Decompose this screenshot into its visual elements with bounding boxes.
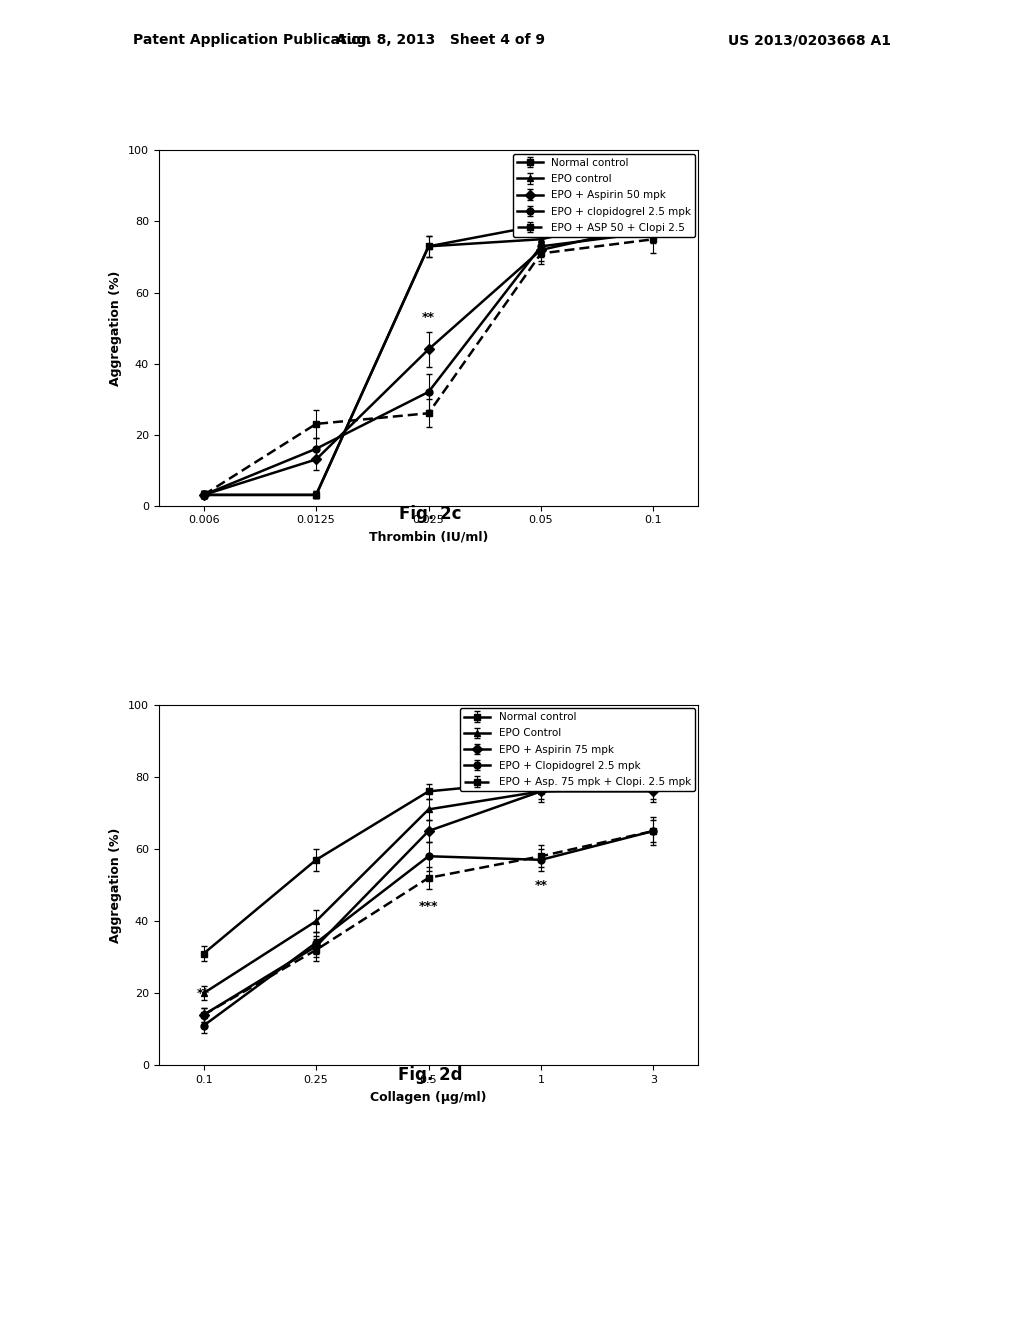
Legend: Normal control, EPO control, EPO + Aspirin 50 mpk, EPO + clopidogrel 2.5 mpk, EP: Normal control, EPO control, EPO + Aspir… — [513, 153, 695, 236]
Y-axis label: Aggregation (%): Aggregation (%) — [110, 828, 123, 942]
X-axis label: Thrombin (IU/ml): Thrombin (IU/ml) — [369, 531, 488, 544]
X-axis label: Collagen (μg/ml): Collagen (μg/ml) — [371, 1090, 486, 1104]
Text: Fig. 2d: Fig. 2d — [398, 1065, 462, 1084]
Text: Aug. 8, 2013   Sheet 4 of 9: Aug. 8, 2013 Sheet 4 of 9 — [336, 33, 545, 48]
Text: Patent Application Publication: Patent Application Publication — [133, 33, 371, 48]
Text: ***: *** — [419, 900, 438, 913]
Text: Fig. 2c: Fig. 2c — [398, 504, 462, 523]
Legend: Normal control, EPO Control, EPO + Aspirin 75 mpk, EPO + Clopidogrel 2.5 mpk, EP: Normal control, EPO Control, EPO + Aspir… — [460, 708, 695, 791]
Text: **: ** — [198, 987, 210, 999]
Text: **: ** — [422, 312, 435, 323]
Text: **: ** — [535, 879, 548, 892]
Text: US 2013/0203668 A1: US 2013/0203668 A1 — [728, 33, 891, 48]
Y-axis label: Aggregation (%): Aggregation (%) — [110, 271, 123, 385]
